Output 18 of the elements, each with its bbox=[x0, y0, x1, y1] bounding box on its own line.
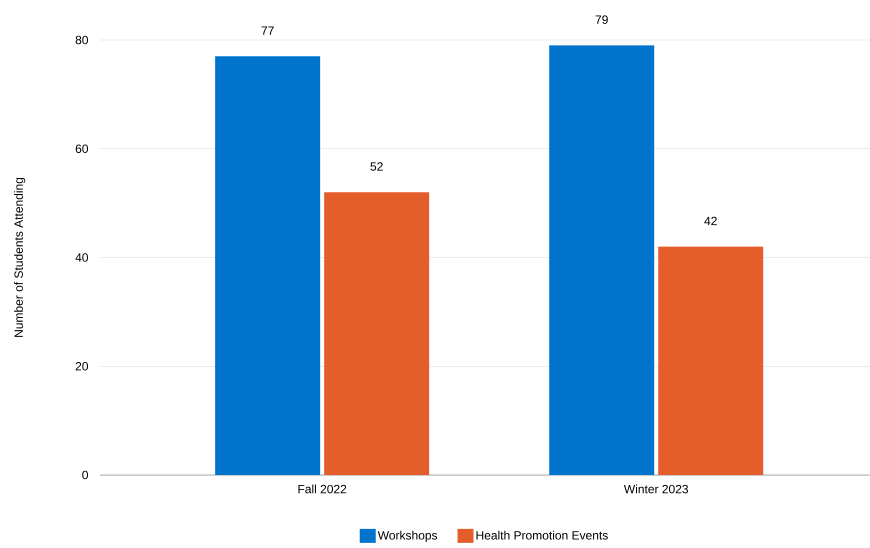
y-tick-label: 0 bbox=[82, 470, 88, 480]
y-tick-label: 80 bbox=[76, 36, 88, 44]
y-tick-label: 20 bbox=[76, 362, 88, 370]
data-label: 77 bbox=[262, 26, 274, 35]
bar bbox=[549, 45, 654, 475]
y-axis-title: Number of Students Attending bbox=[14, 178, 26, 337]
data-label: 42 bbox=[704, 216, 717, 226]
bar bbox=[215, 56, 320, 475]
x-tick-label: Fall 2022 bbox=[298, 484, 346, 494]
legend-label: Workshops bbox=[378, 530, 438, 542]
legend-label: Health Promotion Events bbox=[476, 530, 608, 540]
y-tick-label: 60 bbox=[76, 144, 88, 153]
bar bbox=[324, 192, 430, 475]
y-tick-label: 40 bbox=[75, 253, 88, 262]
bar bbox=[658, 246, 764, 475]
x-tick-label: Winter 2023 bbox=[624, 484, 688, 494]
data-label: 52 bbox=[370, 162, 383, 171]
data-label: 79 bbox=[596, 15, 608, 24]
